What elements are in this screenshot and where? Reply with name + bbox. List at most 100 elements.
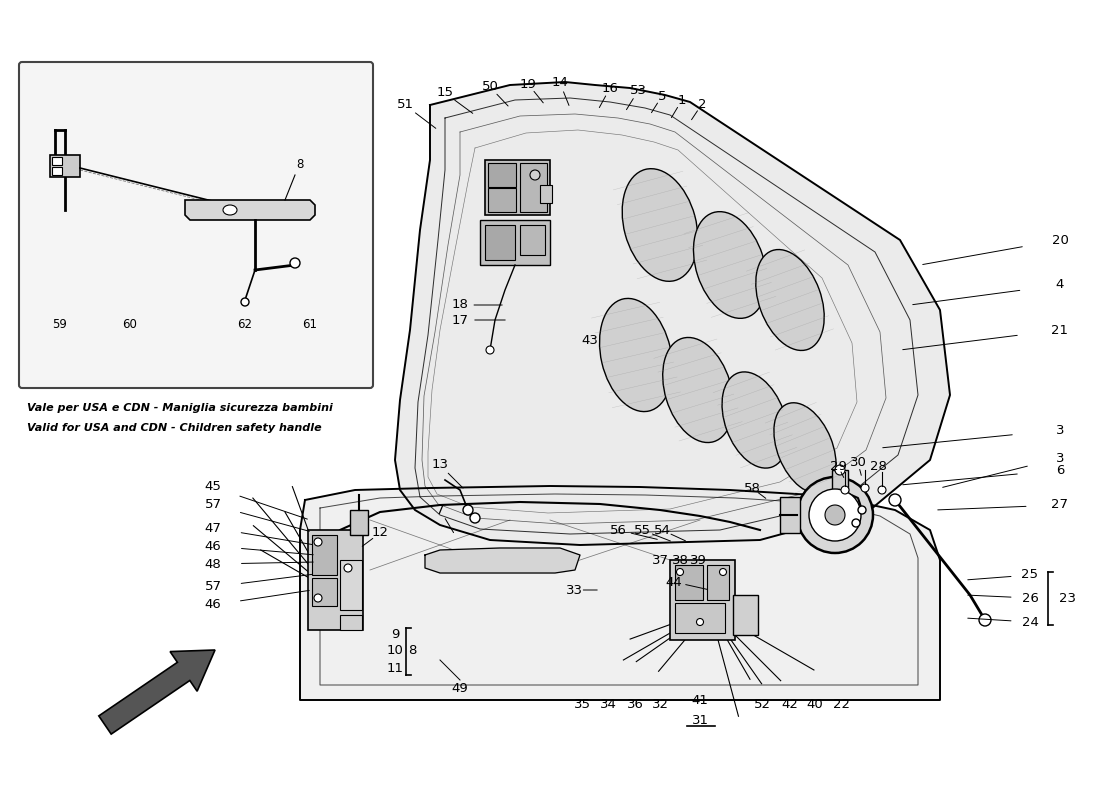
Text: 46: 46	[205, 598, 221, 611]
Text: 7: 7	[436, 503, 444, 517]
Circle shape	[861, 484, 869, 492]
Text: 41: 41	[692, 694, 708, 706]
Text: 2: 2	[697, 98, 706, 110]
Bar	[675, 603, 725, 633]
Text: 31: 31	[692, 714, 708, 726]
Bar	[707, 565, 729, 600]
Polygon shape	[425, 548, 580, 573]
Text: 37: 37	[651, 554, 669, 566]
Text: 44: 44	[666, 575, 682, 589]
Text: 58: 58	[744, 482, 760, 494]
Text: 52: 52	[754, 698, 770, 711]
Text: 56: 56	[609, 523, 626, 537]
Bar	[312, 578, 337, 606]
Bar	[485, 160, 550, 215]
Text: 60: 60	[122, 318, 138, 331]
Text: 50: 50	[482, 81, 498, 94]
Text: 18: 18	[452, 298, 469, 311]
Text: 13: 13	[431, 458, 449, 471]
Circle shape	[344, 564, 352, 572]
Text: 4: 4	[1056, 278, 1064, 291]
Text: 51: 51	[396, 98, 414, 111]
Text: 26: 26	[1022, 591, 1038, 605]
Text: 32: 32	[651, 698, 669, 711]
Text: 19: 19	[519, 78, 537, 90]
Ellipse shape	[600, 298, 672, 411]
Circle shape	[486, 346, 494, 354]
Circle shape	[852, 519, 860, 527]
Text: 59: 59	[53, 318, 67, 331]
Circle shape	[470, 513, 480, 523]
Text: 29: 29	[829, 459, 846, 473]
Circle shape	[798, 477, 873, 553]
Bar	[675, 565, 703, 600]
Text: 14: 14	[551, 77, 569, 90]
Circle shape	[290, 258, 300, 268]
Circle shape	[719, 569, 726, 575]
Text: 30: 30	[849, 457, 867, 470]
Circle shape	[835, 465, 845, 475]
Text: 28: 28	[870, 459, 887, 473]
Circle shape	[889, 494, 901, 506]
Text: Valid for USA and CDN - Children safety handle: Valid for USA and CDN - Children safety …	[28, 423, 321, 433]
Text: 3: 3	[1056, 423, 1065, 437]
Circle shape	[878, 486, 886, 494]
Text: 43: 43	[582, 334, 598, 346]
Text: 42: 42	[782, 698, 799, 711]
Text: 20: 20	[1052, 234, 1068, 246]
Bar	[52, 167, 62, 175]
Text: 35: 35	[573, 698, 591, 711]
Text: 9: 9	[390, 627, 399, 641]
Text: 49: 49	[452, 682, 469, 694]
Text: 6: 6	[1056, 463, 1064, 477]
Text: 34: 34	[600, 698, 616, 711]
Bar	[520, 225, 544, 255]
Bar	[485, 225, 515, 260]
Polygon shape	[395, 82, 950, 545]
Ellipse shape	[693, 212, 767, 318]
FancyBboxPatch shape	[19, 62, 373, 388]
Ellipse shape	[756, 250, 824, 350]
Ellipse shape	[662, 338, 734, 442]
Text: 21: 21	[1052, 323, 1068, 337]
Bar	[488, 163, 516, 187]
Text: 40: 40	[806, 698, 824, 711]
Text: 61: 61	[302, 318, 318, 331]
Text: 17: 17	[451, 314, 469, 326]
Circle shape	[696, 618, 704, 626]
Bar	[308, 530, 363, 630]
Text: 47: 47	[205, 522, 221, 534]
Text: 11: 11	[386, 662, 404, 674]
Text: 54: 54	[653, 523, 670, 537]
Bar	[670, 560, 735, 640]
Bar	[350, 510, 368, 535]
Text: 53: 53	[629, 85, 647, 98]
Bar	[340, 560, 362, 610]
Bar	[50, 155, 80, 177]
Bar	[540, 185, 552, 203]
Circle shape	[314, 538, 322, 546]
Text: 10: 10	[386, 645, 404, 658]
Text: 36: 36	[627, 698, 644, 711]
Text: 46: 46	[205, 539, 221, 553]
Circle shape	[530, 170, 540, 180]
Circle shape	[979, 614, 991, 626]
Bar	[488, 188, 516, 212]
Circle shape	[241, 298, 249, 306]
Text: 25: 25	[1022, 569, 1038, 582]
Text: 1: 1	[678, 94, 686, 106]
Circle shape	[858, 506, 866, 514]
Text: Vale per USA e CDN - Maniglia sicurezza bambini: Vale per USA e CDN - Maniglia sicurezza …	[28, 403, 333, 413]
Text: 5: 5	[658, 90, 667, 102]
Ellipse shape	[774, 402, 836, 494]
Text: 55: 55	[634, 523, 650, 537]
Circle shape	[676, 569, 683, 575]
Text: 12: 12	[372, 526, 388, 539]
Text: 24: 24	[1022, 615, 1038, 629]
Circle shape	[842, 486, 849, 494]
Text: 45: 45	[205, 481, 221, 494]
Circle shape	[463, 505, 473, 515]
Bar	[780, 497, 800, 533]
Text: 15: 15	[437, 86, 453, 99]
Bar	[52, 157, 62, 165]
